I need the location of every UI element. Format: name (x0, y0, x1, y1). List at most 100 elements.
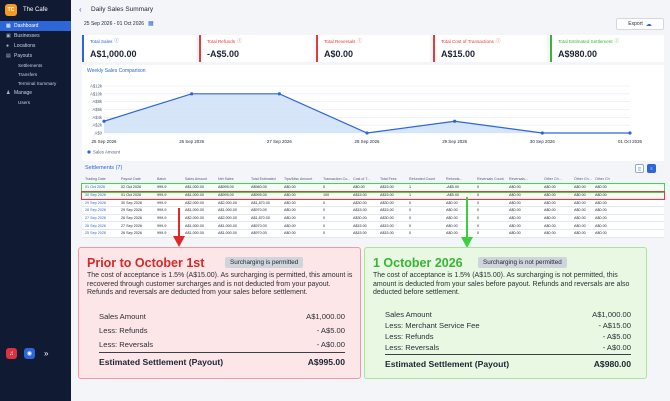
sidebar: TC The Cafe ▦ Dashboard ▣ Businesses ● L… (0, 0, 71, 401)
column-header[interactable]: Total Estimated (251, 177, 276, 181)
sidebar-item-locations[interactable]: ● Locations (0, 41, 71, 51)
table-cell: A$0.00 (544, 231, 556, 236)
data-point (540, 131, 544, 135)
table-cell: 28 Sep 2026 (85, 208, 106, 213)
column-header[interactable]: Trading Date (85, 177, 106, 181)
column-header[interactable]: Batch (157, 177, 167, 181)
sidebar-nav: ▦ Dashboard ▣ Businesses ● Locations ▤ P… (0, 21, 71, 107)
brand[interactable]: TC The Cafe (0, 0, 71, 20)
stat-total-estimated-settlement: Total Estimated Settlement ⓘ A$980.00 (550, 35, 664, 62)
x-tick-label: 26 Sep 2026 (179, 139, 204, 144)
table-row[interactable]: 27 Sep 2026 28 Sep 2026 999-9 A$2,000.00 A$2… (82, 214, 664, 223)
table-row[interactable]: 25 Sep 2026 26 Sep 2026 999-9 A$1,000.00 A$1… (82, 230, 664, 238)
table-cell: A$0.00 (574, 216, 586, 221)
notification-bell-icon[interactable]: ♫ (6, 348, 17, 359)
table-cell: A$0.00 (446, 200, 458, 205)
line-refunds: Less: Refunds - A$5.00 (99, 326, 345, 335)
info-icon[interactable]: ⓘ (495, 38, 501, 43)
sidebar-item-payouts[interactable]: ▤ Payouts (0, 51, 71, 61)
column-header[interactable]: Cost of T... (353, 177, 371, 181)
sidebar-subitem-settlements[interactable]: Settlements (18, 63, 43, 68)
table-cell: A$1,870.00 (251, 200, 270, 205)
table-cell: A$15.00 (353, 231, 367, 236)
table-cell: 0 (409, 208, 412, 213)
columns-icon[interactable]: ◫ (635, 164, 644, 173)
date-range-picker[interactable]: 25 Sep 2026 - 01 Oct 2026 ▦ (84, 20, 154, 28)
table-row[interactable]: 26 Sep 2026 27 Sep 2026 999-9 A$1,000.00 A$1… (82, 222, 664, 231)
line-label: Less: Refunds (385, 332, 434, 341)
sidebar-subitem-terminal-summary[interactable]: Terminal Summary (18, 81, 57, 86)
column-header[interactable]: Net Sales (218, 177, 234, 181)
line-label: Sales Amount (99, 312, 146, 321)
table-cell: A$15.00 (380, 193, 394, 198)
sidebar-item-manage[interactable]: ♟ Manage (0, 88, 71, 98)
table-row[interactable]: 29 Sep 2026 30 Sep 2026 999-9 A$2,000.00 A$2… (82, 199, 664, 208)
table-cell: A$0.00 (544, 193, 556, 198)
table-cell: 0 (409, 231, 412, 236)
total-label: Estimated Settlement (Payout) (385, 359, 510, 369)
column-header[interactable]: Total Fees (380, 177, 397, 181)
table-cell: 26 Sep 2026 (85, 223, 106, 228)
filter-icon[interactable]: ≡ (647, 164, 656, 173)
table-cell: 0 (323, 208, 326, 213)
column-header[interactable]: Sales Amount (185, 177, 208, 181)
table-row[interactable]: 30 Sep 2026 01 Oct 2026 999-9 A$1,000.00 A$9… (81, 190, 665, 201)
stat-total-refunds: Total Refunds ⓘ -A$5.00 (199, 35, 313, 62)
info-icon[interactable]: ⓘ (114, 38, 119, 43)
column-header[interactable]: Reversals... (509, 177, 528, 181)
page-title: Daily Sales Summary (91, 5, 154, 13)
sidebar-subitem-transfers[interactable]: Transfers (18, 72, 38, 77)
column-header[interactable]: Reversals Count (477, 177, 504, 181)
y-tick-label: A$8k (92, 99, 102, 104)
stat-label-text: Total Cost of Transactions (441, 38, 494, 44)
cloud-upload-icon: ☁ (645, 21, 652, 28)
table-cell: A$0.00 (509, 185, 521, 190)
sidebar-item-dashboard[interactable]: ▦ Dashboard (0, 21, 71, 31)
export-button[interactable]: Export ☁ (616, 18, 664, 30)
data-point (102, 119, 106, 123)
table-cell: A$0.00 (446, 216, 458, 221)
settlements-title: Settlements (7) (85, 165, 122, 171)
column-header[interactable]: Tips/Misc Amount (284, 177, 313, 181)
table-cell: A$0.00 (544, 185, 556, 190)
line-reversals: Less: Reversals - A$0.00 (385, 343, 631, 352)
table-cell: 29 Sep 2026 (85, 200, 106, 205)
table-row[interactable]: 28 Sep 2026 29 Sep 2026 999-9 A$1,000.00 A$1… (82, 207, 664, 215)
info-icon[interactable]: ⓘ (614, 38, 620, 43)
help-icon[interactable]: ◉ (24, 348, 35, 359)
column-header[interactable]: Refunded Count (409, 177, 436, 181)
manage-icon: ♟ (6, 90, 11, 96)
table-cell: A$1,000.00 (185, 208, 204, 213)
table-cell: A$970.00 (251, 231, 267, 236)
table-cell: A$0.00 (595, 208, 607, 213)
sidebar-item-businesses[interactable]: ▣ Businesses (0, 31, 71, 41)
table-cell: A$0.00 (284, 193, 296, 198)
column-header[interactable]: Refunds... (446, 177, 463, 181)
table-cell: A$970.00 (251, 223, 267, 228)
chart-title: Weekly Sales Comparison (87, 68, 146, 74)
info-icon[interactable]: ⓘ (237, 38, 242, 43)
column-header[interactable]: Payout Date (121, 177, 141, 181)
column-header[interactable]: Other Ch... (544, 177, 562, 181)
table-cell: A$0.00 (446, 208, 458, 213)
table-cell: A$0.00 (284, 231, 296, 236)
sidebar-subitem-users[interactable]: Users (18, 100, 30, 105)
back-arrow-icon[interactable]: ‹ (79, 4, 82, 14)
line-value: - A$0.00 (602, 343, 631, 352)
total-value: A$995.00 (307, 357, 345, 367)
table-cell: A$0.00 (595, 185, 607, 190)
column-header[interactable]: Transaction Co... (323, 177, 350, 181)
calendar-icon[interactable]: ▦ (148, 21, 154, 27)
settlements-title-text: Settlements (85, 165, 115, 171)
data-point (453, 119, 457, 123)
info-icon[interactable]: ⓘ (357, 38, 362, 43)
table-row[interactable]: 01 Oct 2026 02 Oct 2026 999-9 A$1,000.00 A$9… (81, 183, 665, 193)
table-cell: A$0.00 (544, 223, 556, 228)
collapse-sidebar-icon[interactable]: » (44, 349, 49, 358)
table-cell: 999-9 (157, 216, 167, 221)
line-value: - A$0.00 (316, 340, 345, 349)
column-header[interactable]: Other Ch... (595, 177, 610, 181)
panel-prior-to-october: Prior to October 1st Surcharging is perm… (78, 247, 361, 379)
column-header[interactable]: Other Ch... (574, 177, 592, 181)
table-cell: A$1,000.00 (185, 223, 204, 228)
